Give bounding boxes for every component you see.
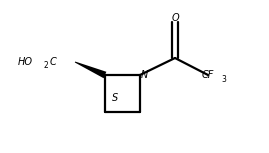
Text: S: S (112, 93, 118, 103)
Text: 3: 3 (221, 75, 226, 84)
Text: C: C (50, 57, 57, 67)
Text: HO: HO (18, 57, 33, 67)
Polygon shape (75, 62, 107, 78)
Text: O: O (171, 13, 179, 23)
Text: N: N (141, 70, 148, 80)
Text: 2: 2 (43, 62, 48, 71)
Text: CF: CF (202, 70, 214, 80)
